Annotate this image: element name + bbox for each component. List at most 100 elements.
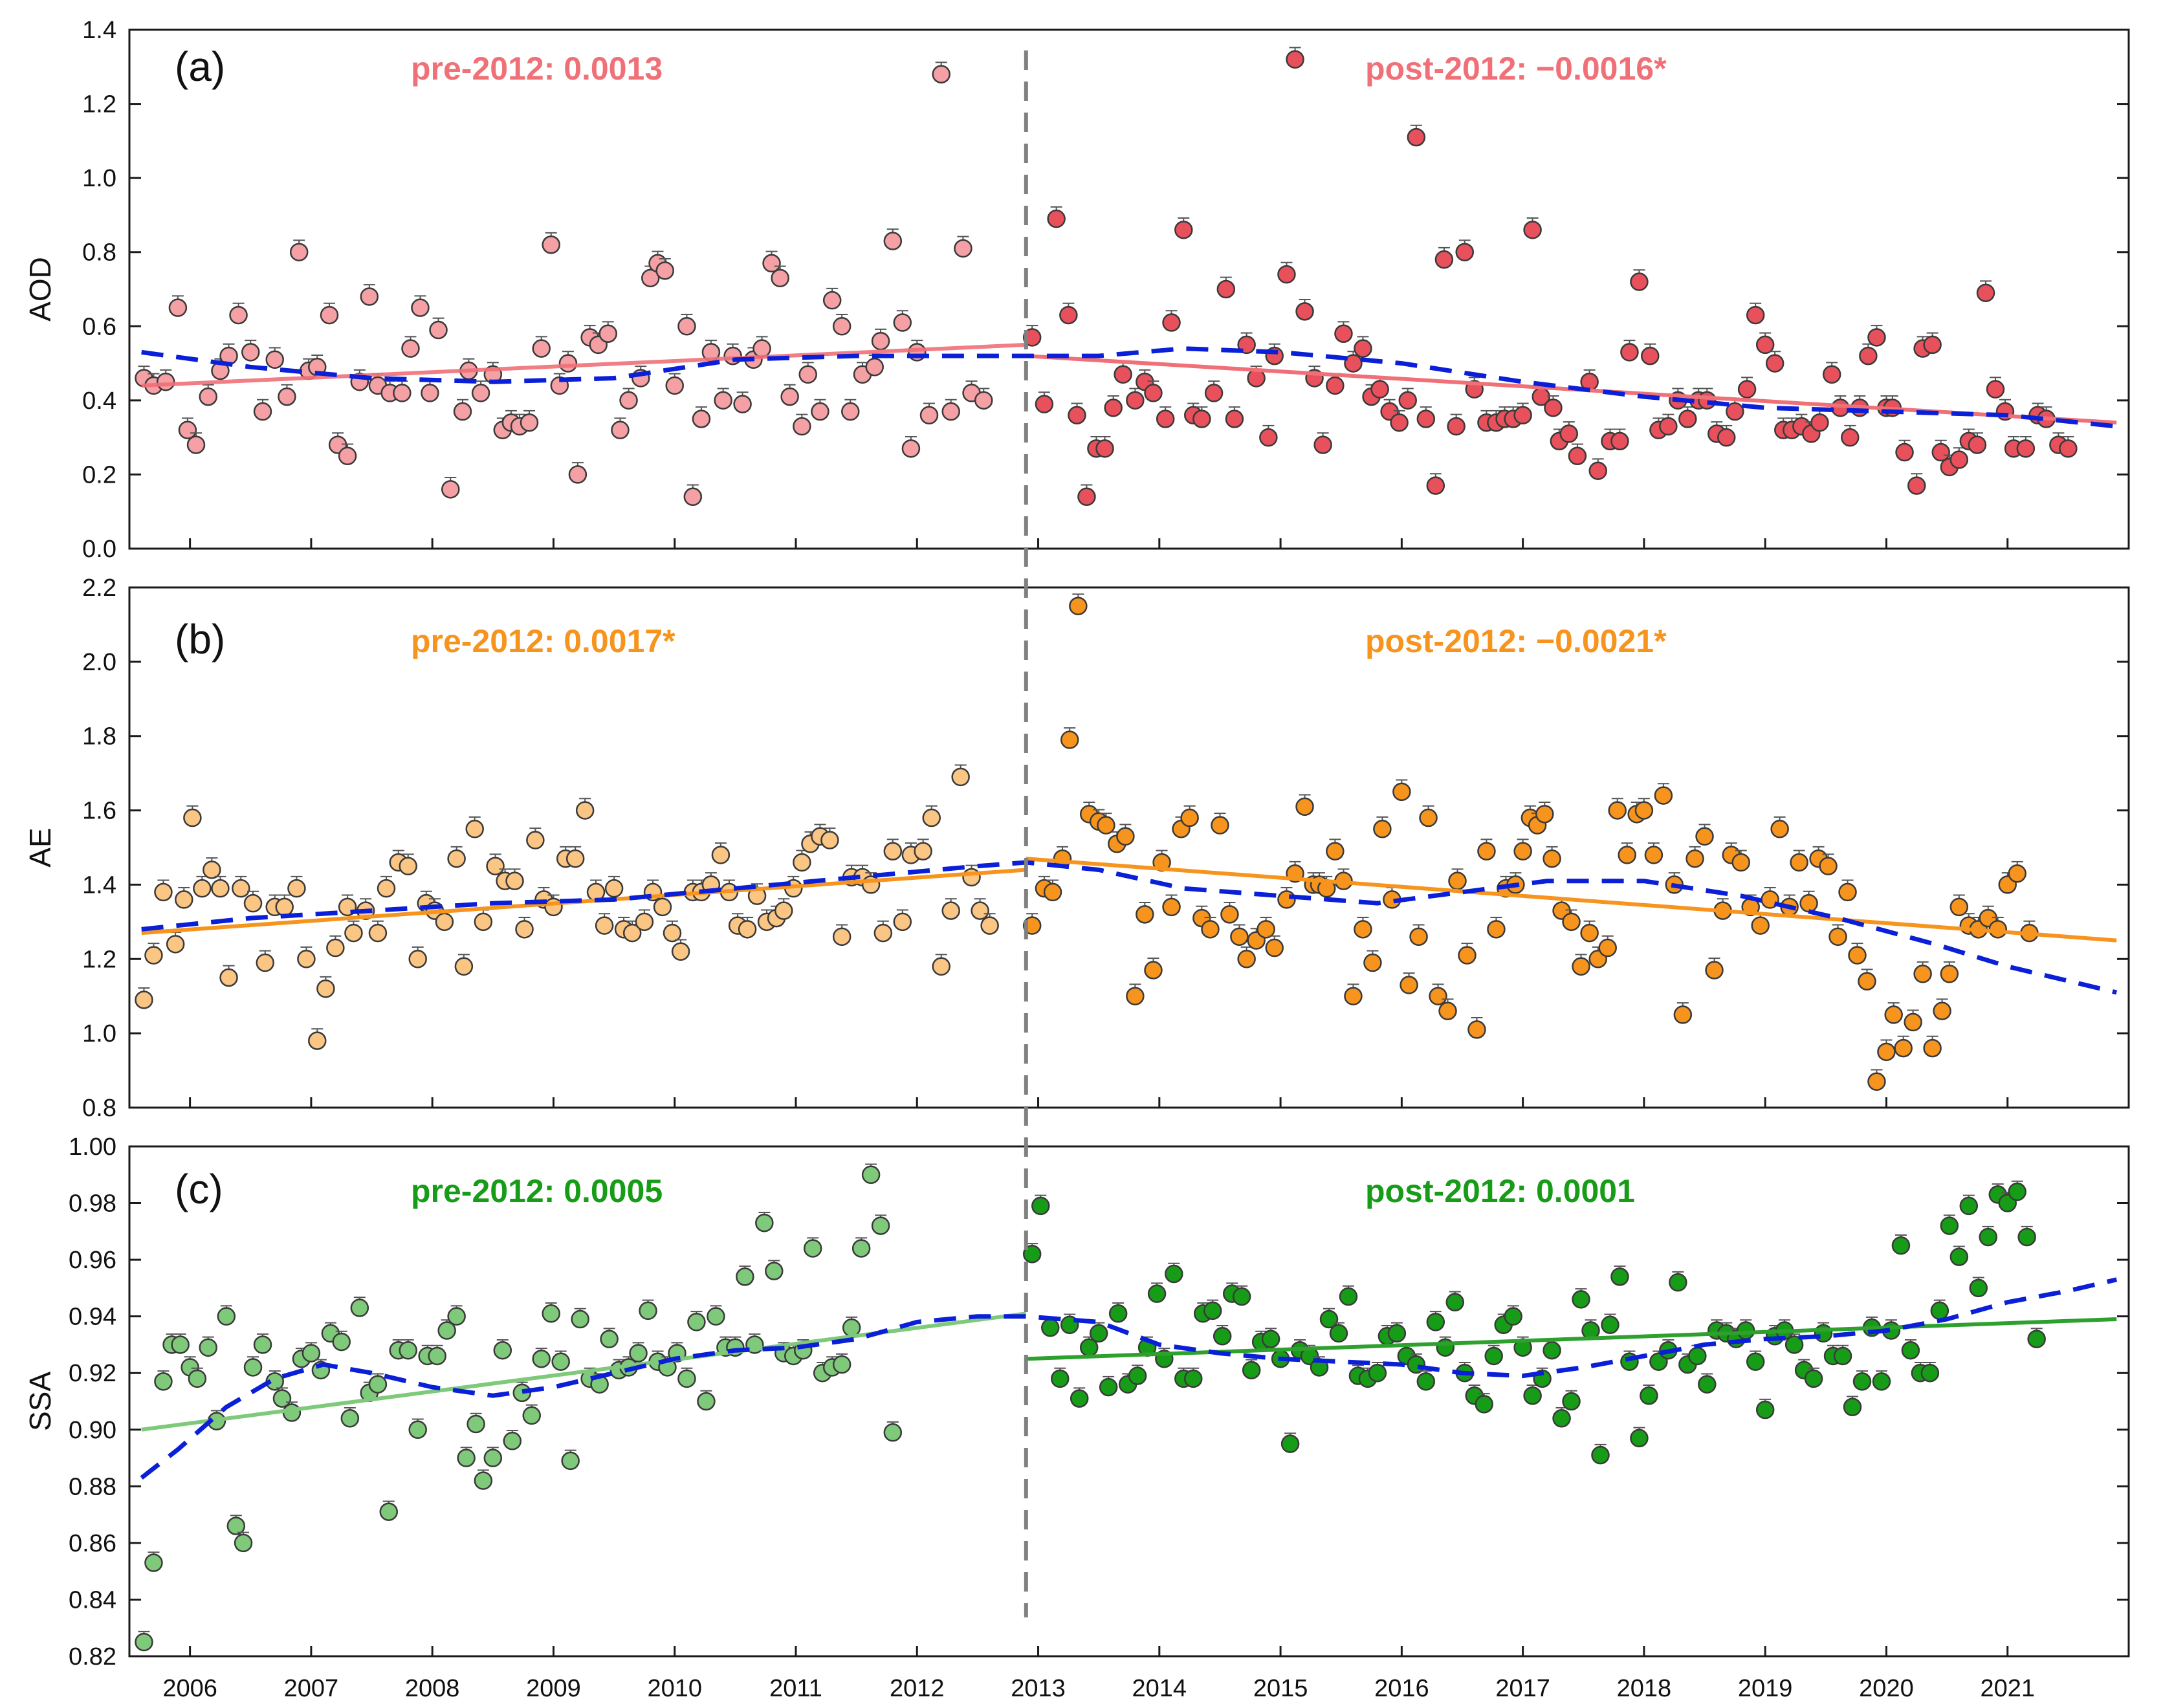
point-marker: [429, 320, 448, 340]
point-marker: [447, 849, 466, 868]
data-point: [1784, 1333, 1804, 1354]
data-point: [1580, 369, 1599, 391]
data-point: [1265, 935, 1284, 958]
point-marker: [2008, 864, 2026, 883]
year-label: 2007: [284, 1675, 339, 1702]
point-marker: [428, 1346, 446, 1366]
data-point: [1295, 299, 1314, 321]
data-point: [1387, 1322, 1407, 1343]
point-marker: [1968, 435, 1987, 454]
pre-trend-line: [141, 342, 1026, 388]
data-point: [2020, 920, 2039, 943]
y-tick-label: 0.96: [69, 1247, 116, 1274]
data-point: [253, 399, 272, 421]
point-marker: [714, 391, 732, 410]
point-marker: [619, 391, 638, 410]
point-marker: [486, 857, 505, 875]
point-marker: [175, 890, 193, 909]
data-point: [166, 931, 185, 954]
point-marker: [1630, 1429, 1649, 1448]
data-point: [820, 827, 839, 849]
point-marker: [842, 1318, 861, 1337]
point-marker: [1387, 1324, 1407, 1343]
point-marker: [629, 1344, 648, 1363]
point-marker: [711, 846, 730, 864]
data-point: [1407, 124, 1426, 147]
point-marker: [350, 1298, 369, 1317]
year-label: 2013: [1011, 1675, 1066, 1702]
point-marker: [1211, 816, 1229, 835]
data-point: [243, 890, 263, 913]
point-marker: [1654, 786, 1673, 805]
point-marker: [1392, 782, 1411, 802]
point-marker: [1126, 987, 1145, 1005]
data-point: [1588, 458, 1607, 480]
point-marker: [1458, 946, 1477, 965]
data-point: [1907, 473, 1926, 495]
data-point: [738, 916, 757, 939]
data-point: [873, 920, 893, 943]
data-point: [1116, 824, 1135, 846]
data-point: [1383, 887, 1401, 909]
point-marker: [1477, 842, 1496, 860]
point-marker: [467, 1414, 485, 1434]
data-point: [1552, 1407, 1571, 1428]
data-point: [1923, 332, 1942, 355]
data-point: [619, 388, 638, 410]
point-marker: [1165, 1264, 1183, 1284]
point-marker: [1976, 283, 1995, 302]
data-point: [683, 484, 703, 507]
point-marker: [1429, 987, 1447, 1005]
data-point: [175, 887, 193, 909]
data-point: [178, 417, 197, 439]
data-point: [1559, 421, 1579, 443]
data-point: [1513, 402, 1532, 425]
point-marker: [135, 991, 153, 1009]
data-point: [755, 1211, 774, 1232]
data-point: [308, 354, 327, 377]
point-marker: [1313, 435, 1332, 454]
panel-label: (c): [175, 1166, 223, 1212]
year-label: 2011: [769, 1675, 822, 1702]
data-point: [1465, 377, 1484, 399]
point-marker: [1475, 1395, 1493, 1414]
point-marker: [575, 801, 595, 820]
data-point: [368, 1373, 388, 1394]
data-point: [1976, 280, 1995, 302]
point-marker: [954, 239, 972, 258]
data-point: [1746, 1350, 1765, 1371]
point-marker: [1828, 927, 1847, 947]
point-marker: [1447, 417, 1466, 436]
data-point: [655, 258, 674, 280]
data-point: [1475, 1393, 1493, 1414]
data-point: [575, 798, 595, 820]
data-point: [832, 313, 851, 336]
point-marker: [1416, 410, 1436, 428]
data-point: [1295, 794, 1314, 816]
data-point: [154, 1370, 173, 1391]
point-marker: [1108, 1304, 1128, 1323]
point-marker: [1552, 1409, 1571, 1428]
data-point: [1920, 1361, 1940, 1383]
point-marker: [1204, 384, 1224, 402]
point-marker: [1398, 391, 1417, 410]
data-point: [811, 399, 829, 421]
point-marker: [1286, 50, 1304, 69]
data-point: [471, 380, 490, 402]
data-point: [1099, 1375, 1118, 1397]
data-point: [1630, 269, 1649, 291]
data-point: [752, 336, 771, 358]
point-marker: [1116, 827, 1135, 846]
point-marker: [1669, 1273, 1687, 1292]
point-marker: [183, 808, 202, 827]
point-marker: [2027, 1330, 2046, 1348]
pre-trend-label: pre-2012: 0.0005: [411, 1173, 663, 1209]
post-trend-label: post-2012: 0.0001: [1365, 1173, 1635, 1209]
data-point: [2016, 436, 2036, 458]
point-marker: [1784, 1335, 1804, 1354]
data-point: [1572, 954, 1590, 976]
point-marker: [522, 1406, 541, 1425]
point-marker: [1448, 871, 1467, 890]
point-marker: [1216, 279, 1236, 299]
